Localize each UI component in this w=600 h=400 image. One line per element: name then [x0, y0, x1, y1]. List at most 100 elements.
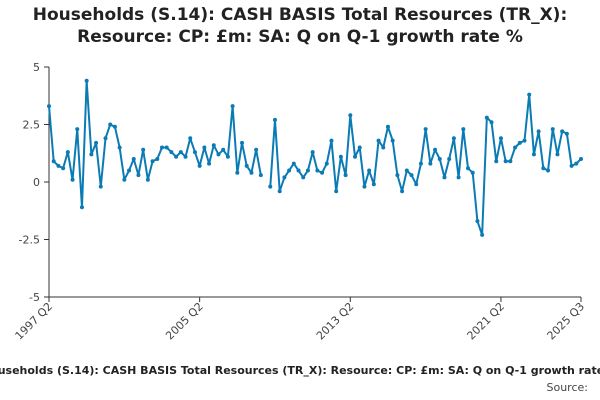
chart-title-line-1: Households (S.14): CASH BASIS Total Reso…	[32, 5, 568, 25]
data-point	[291, 161, 296, 166]
data-point	[560, 129, 565, 134]
data-point	[282, 175, 287, 180]
x-tick-label: 2025 Q3	[545, 300, 588, 343]
data-point	[362, 184, 367, 189]
data-point	[315, 168, 320, 173]
data-point	[164, 145, 169, 150]
data-point	[555, 152, 560, 157]
chart-title: Households (S.14): CASH BASIS Total Reso…	[0, 4, 600, 48]
data-point	[461, 127, 466, 132]
data-point	[564, 131, 569, 136]
data-point	[400, 189, 405, 194]
data-point	[418, 161, 423, 166]
y-tick-label: -5	[29, 291, 40, 304]
data-point	[122, 177, 127, 182]
data-point	[508, 159, 513, 164]
data-point	[98, 184, 103, 189]
data-point	[258, 173, 263, 178]
data-point	[244, 163, 249, 168]
data-point	[371, 182, 376, 187]
data-point	[240, 140, 245, 145]
data-point	[451, 136, 456, 141]
data-point	[61, 166, 66, 171]
data-point	[145, 177, 150, 182]
data-point	[169, 150, 174, 155]
data-point	[127, 168, 132, 173]
data-point	[531, 152, 536, 157]
chart-title-line-2: Resource: CP: £m: SA: Q on Q-1 growth ra…	[77, 27, 523, 47]
data-point	[192, 150, 197, 155]
data-point	[489, 120, 494, 125]
data-point	[381, 145, 386, 150]
data-point	[517, 140, 522, 145]
y-tick-label: 2.5	[23, 119, 41, 132]
data-point	[447, 157, 452, 161]
data-point	[348, 113, 353, 118]
data-point	[456, 175, 461, 180]
data-point	[296, 168, 301, 173]
data-point	[574, 161, 579, 166]
data-point	[466, 166, 471, 171]
series-line	[269, 93, 582, 236]
data-point	[65, 150, 70, 155]
data-point	[390, 138, 395, 143]
data-point	[395, 173, 400, 178]
data-point	[51, 159, 56, 164]
data-point	[202, 145, 207, 150]
data-point	[498, 136, 503, 141]
data-point	[353, 154, 358, 159]
data-point	[89, 152, 94, 157]
footer-caption: Households (S.14): CASH BASIS Total Reso…	[0, 364, 600, 377]
data-point	[221, 147, 226, 152]
data-point	[324, 161, 329, 166]
data-point	[437, 157, 442, 161]
x-tick-label: 2005 Q2	[163, 300, 206, 343]
data-point	[216, 152, 221, 157]
data-point	[433, 147, 438, 152]
data-point	[494, 159, 499, 164]
series-layer	[47, 78, 583, 237]
data-point	[428, 161, 433, 166]
data-point	[513, 145, 518, 150]
x-tick-label: 2013 Q2	[314, 300, 357, 343]
data-point	[235, 170, 240, 175]
data-point	[155, 157, 160, 161]
data-point	[197, 163, 202, 168]
data-point	[254, 147, 259, 152]
data-point	[367, 168, 372, 173]
footer-source: Source:	[546, 381, 589, 394]
data-point	[268, 184, 273, 189]
data-point	[409, 173, 414, 178]
data-point	[569, 163, 574, 168]
data-point	[75, 127, 80, 132]
data-point	[112, 124, 117, 129]
data-point	[414, 182, 419, 187]
y-tick-label: -2.5	[19, 234, 40, 247]
data-point	[174, 154, 179, 159]
data-point	[376, 138, 381, 143]
data-point	[136, 173, 141, 178]
x-tick-label: 2021 Q2	[465, 300, 508, 343]
data-point	[117, 145, 122, 150]
data-point	[131, 157, 136, 161]
data-point	[207, 161, 212, 166]
data-point	[541, 166, 546, 171]
data-point	[475, 219, 480, 224]
y-tick-label: 5	[33, 61, 40, 74]
data-point	[579, 157, 583, 161]
data-point	[56, 163, 61, 168]
data-point	[305, 168, 310, 173]
data-point	[484, 115, 489, 120]
data-point	[150, 159, 155, 164]
data-point	[470, 170, 475, 175]
data-point	[343, 173, 348, 178]
data-point	[480, 232, 485, 237]
data-point	[94, 140, 99, 145]
data-point	[79, 205, 84, 210]
data-point	[211, 143, 216, 148]
data-point	[522, 138, 527, 143]
x-tick-label: 1997 Q2	[13, 300, 56, 343]
data-point	[320, 170, 325, 175]
